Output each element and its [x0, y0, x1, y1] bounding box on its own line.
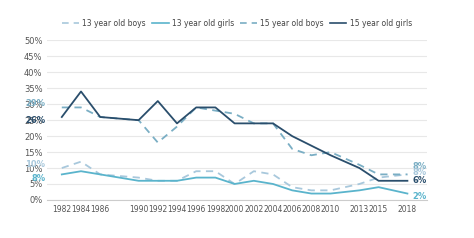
15 year old boys	[78, 106, 84, 109]
Text: 8%: 8%	[412, 162, 426, 171]
13 year old girls	[232, 183, 237, 185]
Line: 15 year old girls: 15 year old girls	[62, 91, 407, 181]
15 year old girls	[328, 154, 333, 157]
Text: 8%: 8%	[412, 168, 426, 177]
13 year old boys	[59, 167, 64, 169]
15 year old boys	[356, 164, 362, 166]
15 year old boys	[404, 173, 410, 176]
13 year old boys	[212, 170, 218, 173]
15 year old girls	[251, 122, 256, 125]
13 year old boys	[136, 176, 141, 179]
Text: 26%: 26%	[25, 116, 46, 125]
15 year old boys	[328, 151, 333, 154]
13 year old boys	[328, 189, 333, 192]
15 year old boys	[270, 122, 276, 125]
13 year old boys	[289, 186, 295, 188]
15 year old girls	[212, 106, 218, 109]
13 year old boys	[251, 170, 256, 173]
13 year old girls	[251, 179, 256, 182]
13 year old girls	[193, 176, 199, 179]
13 year old girls	[59, 173, 64, 176]
Line: 13 year old boys: 13 year old boys	[62, 162, 407, 190]
15 year old girls	[174, 122, 180, 125]
15 year old boys	[174, 125, 180, 128]
15 year old girls	[232, 122, 237, 125]
Line: 13 year old girls: 13 year old girls	[62, 171, 407, 193]
13 year old boys	[309, 189, 314, 192]
13 year old girls	[212, 176, 218, 179]
15 year old girls	[376, 179, 382, 182]
13 year old boys	[193, 170, 199, 173]
13 year old girls	[404, 192, 410, 195]
15 year old boys	[97, 116, 103, 119]
13 year old girls	[97, 173, 103, 176]
13 year old girls	[174, 179, 180, 182]
13 year old boys	[376, 176, 382, 179]
15 year old girls	[404, 179, 410, 182]
13 year old girls	[155, 179, 161, 182]
15 year old girls	[270, 122, 276, 125]
15 year old girls	[97, 116, 103, 119]
15 year old boys	[232, 112, 237, 115]
13 year old girls	[270, 183, 276, 185]
15 year old boys	[155, 141, 161, 144]
15 year old girls	[59, 116, 64, 119]
15 year old girls	[289, 135, 295, 138]
15 year old girls	[356, 167, 362, 169]
15 year old boys	[376, 173, 382, 176]
15 year old boys	[193, 106, 199, 109]
Text: 29%: 29%	[26, 99, 46, 108]
13 year old girls	[78, 170, 84, 173]
13 year old boys	[232, 183, 237, 185]
15 year old girls	[309, 144, 314, 147]
15 year old boys	[309, 154, 314, 157]
15 year old girls	[193, 106, 199, 109]
15 year old boys	[251, 122, 256, 125]
Text: 8%: 8%	[31, 174, 46, 183]
Text: 10%: 10%	[26, 160, 46, 169]
13 year old boys	[174, 179, 180, 182]
13 year old girls	[309, 192, 314, 195]
13 year old boys	[78, 160, 84, 163]
15 year old girls	[155, 100, 161, 103]
13 year old girls	[328, 192, 333, 195]
Line: 15 year old boys: 15 year old boys	[62, 107, 407, 174]
13 year old girls	[376, 186, 382, 188]
13 year old boys	[356, 183, 362, 185]
15 year old boys	[289, 148, 295, 150]
13 year old girls	[136, 179, 141, 182]
13 year old boys	[270, 173, 276, 176]
13 year old girls	[356, 189, 362, 192]
13 year old boys	[404, 173, 410, 176]
Text: 2%: 2%	[412, 192, 427, 201]
15 year old boys	[212, 109, 218, 112]
15 year old girls	[78, 90, 84, 93]
13 year old boys	[155, 179, 161, 182]
Legend: 13 year old boys, 13 year old girls, 15 year old boys, 15 year old girls: 13 year old boys, 13 year old girls, 15 …	[59, 15, 415, 31]
15 year old boys	[59, 106, 64, 109]
15 year old girls	[136, 119, 141, 122]
Text: 6%: 6%	[412, 176, 427, 185]
15 year old boys	[136, 119, 141, 122]
13 year old girls	[289, 189, 295, 192]
13 year old boys	[97, 173, 103, 176]
